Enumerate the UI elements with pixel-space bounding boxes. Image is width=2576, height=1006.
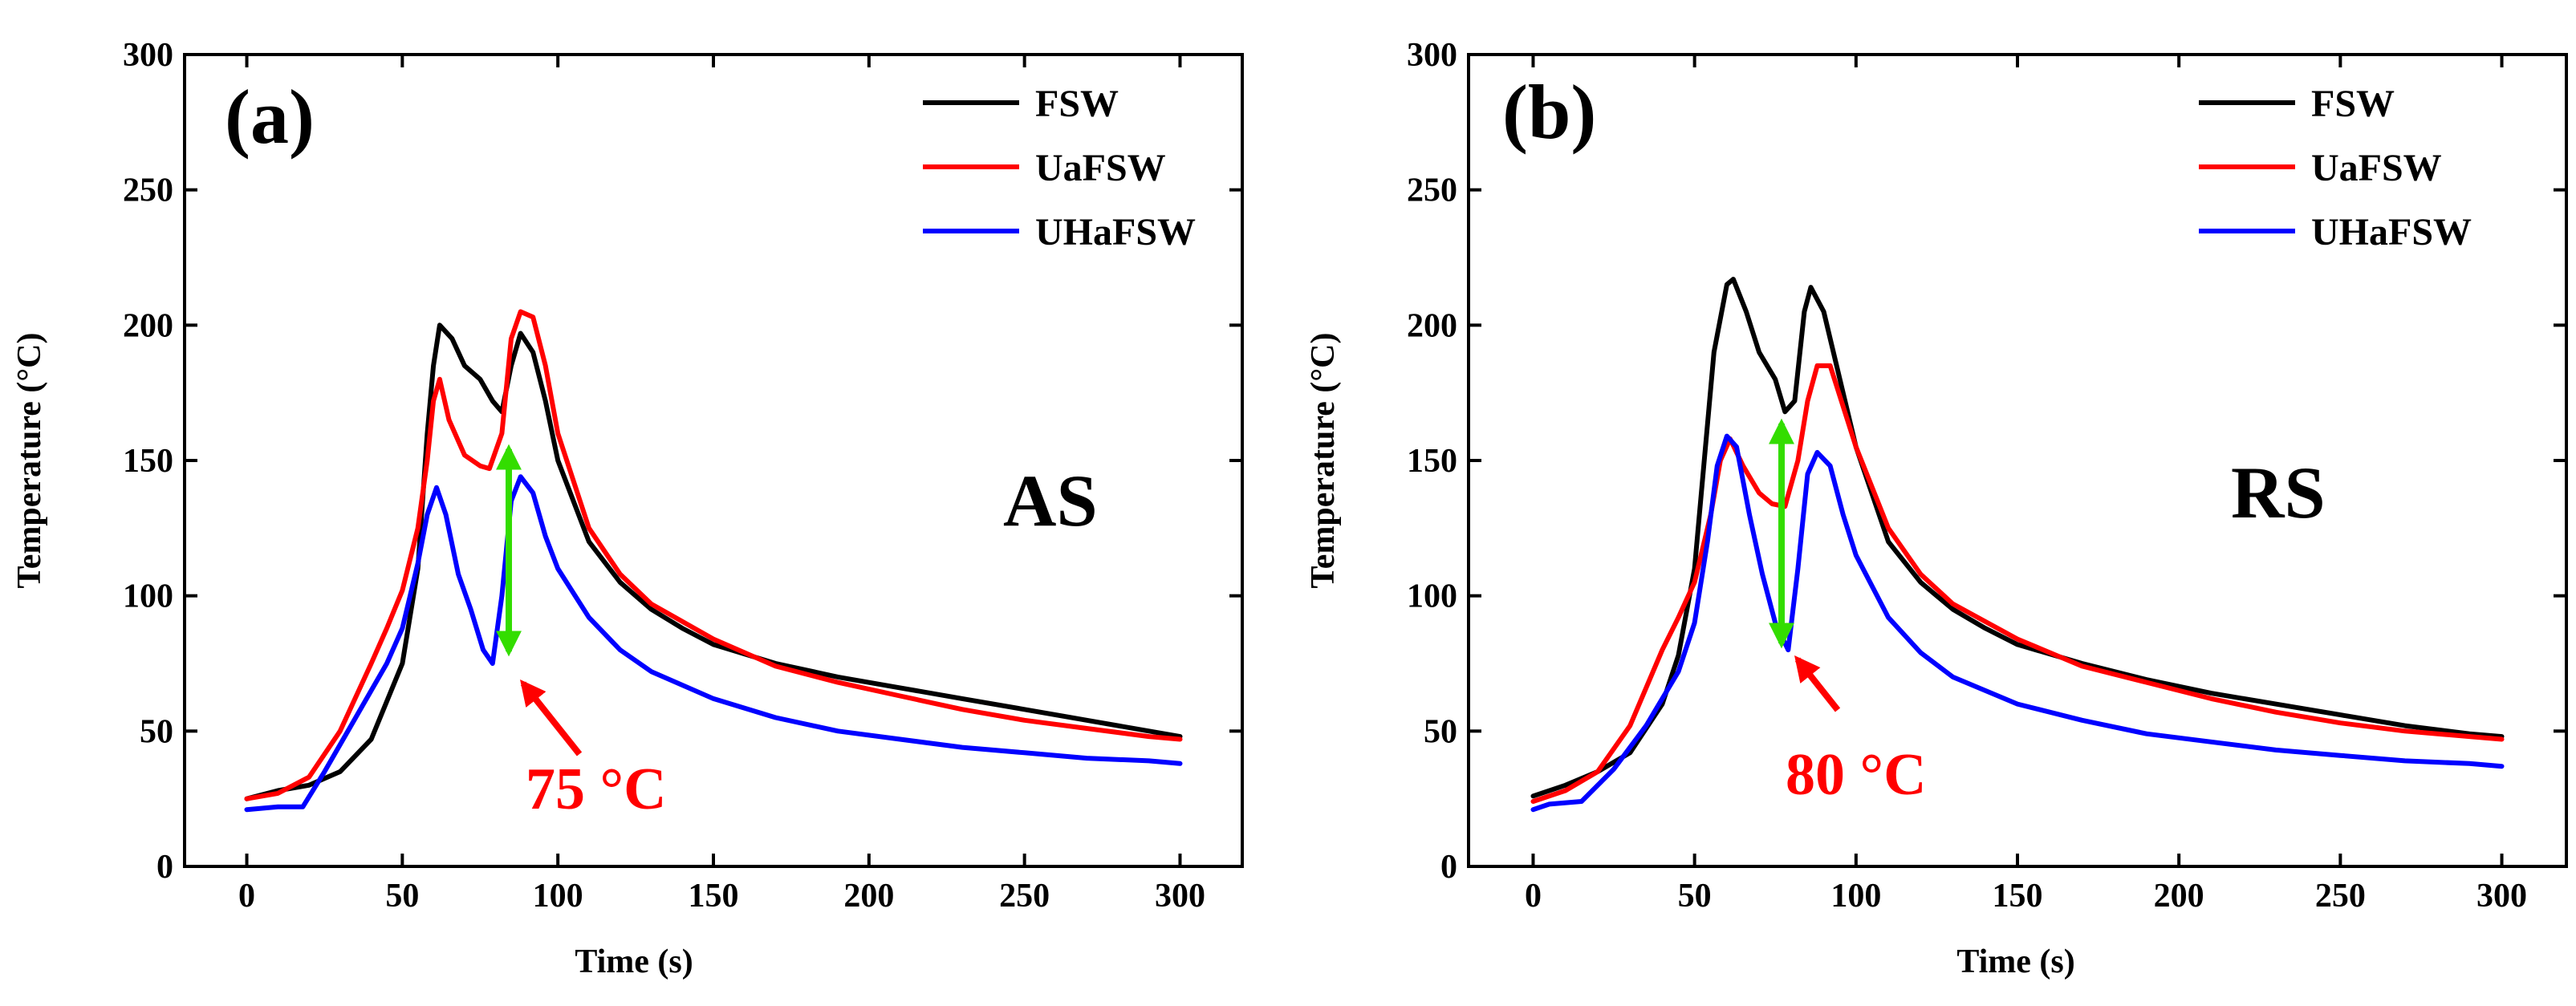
x-tick-label-b-3: 150 [1993, 878, 2043, 915]
y-tick-label-a-4: 200 [123, 307, 173, 344]
chart-panel-b: 0 50 100 150 200 250 300 0 50 100 150 200 250 300 (b… [1305, 37, 2568, 980]
x-tick-label-b-4: 200 [2154, 878, 2204, 915]
x-axis-label-b: Time (s) [1956, 943, 2074, 980]
y-axis-label-a: Temperature (°C) [11, 333, 48, 589]
x-tick-label-b-0: 0 [1525, 878, 1542, 915]
y-tick-label-a-5: 250 [123, 172, 173, 209]
y-tick-label-a-1: 50 [140, 713, 173, 750]
series-line-uafsw-a [244, 309, 1183, 801]
y-tick-label-a-2: 100 [123, 578, 173, 615]
x-tick-label-a-3: 150 [689, 878, 739, 915]
y-tick-label-a-6: 300 [123, 37, 173, 74]
legend-label-uhafsw-a: UHaFSW [1035, 211, 1196, 254]
panel-label-b: (b) [1502, 69, 1596, 155]
x-tick-label-a-0: 0 [238, 878, 255, 915]
x-axis-ticks-b: 0 50 100 150 200 250 300 [1525, 55, 2527, 915]
y-tick-label-b-1: 50 [1424, 713, 1457, 750]
x-tick-label-a-4: 200 [843, 878, 894, 915]
series-line-fsw-b [1530, 277, 2505, 799]
y-tick-label-b-4: 200 [1407, 307, 1457, 344]
annotation-pointer-arrow-b [1794, 655, 1841, 712]
chart-panel-a: 0 50 100 150 200 250 300 0 50 100 150 200 250 300 (a… [11, 37, 1244, 980]
x-tick-label-b-5: 250 [2315, 878, 2366, 915]
series-line-fsw-a [244, 322, 1183, 801]
y-tick-label-a-3: 150 [123, 443, 173, 480]
legend-label-uafsw-a: UaFSW [1035, 147, 1166, 189]
y-tick-label-b-5: 250 [1407, 172, 1457, 209]
y-tick-label-a-0: 0 [156, 849, 173, 886]
legend-label-fsw-b: FSW [2311, 83, 2395, 125]
y-tick-label-b-6: 300 [1407, 37, 1457, 74]
x-tick-label-b-2: 100 [1830, 878, 1881, 915]
x-tick-label-a-2: 100 [533, 878, 583, 915]
side-label-as: AS [1003, 460, 1098, 542]
x-axis-ticks-a: 0 50 100 150 200 250 300 [238, 55, 1205, 915]
x-axis-label-a: Time (s) [575, 943, 693, 980]
series-line-uafsw-b [1530, 363, 2505, 804]
series-group-a [244, 309, 1183, 813]
y-tick-label-b-0: 0 [1440, 849, 1457, 886]
legend-label-uhafsw-b: UHaFSW [2311, 211, 2472, 254]
x-tick-label-a-6: 300 [1155, 878, 1205, 915]
legend-a: FSW UaFSW UHaFSW [923, 83, 1196, 254]
x-tick-label-a-5: 250 [999, 878, 1050, 915]
y-axis-ticks-a: 0 50 100 150 200 250 300 [123, 37, 1242, 886]
series-line-uhafsw-b [1530, 433, 2505, 813]
y-axis-ticks-b: 0 50 100 150 200 250 300 [1407, 37, 2566, 886]
annotation-pointer-arrow-a [520, 679, 583, 757]
side-label-rs: RS [2231, 452, 2326, 533]
x-tick-label-a-1: 50 [385, 878, 419, 915]
legend-b: FSW UaFSW UHaFSW [2199, 83, 2472, 254]
y-tick-label-b-2: 100 [1407, 578, 1457, 615]
y-tick-label-b-3: 150 [1407, 443, 1457, 480]
x-tick-label-b-6: 300 [2476, 878, 2527, 915]
annotation-label-80c: 80 °C [1786, 742, 1927, 808]
y-axis-label-b: Temperature (°C) [1305, 333, 1342, 589]
x-tick-label-b-1: 50 [1678, 878, 1712, 915]
legend-label-fsw-a: FSW [1035, 83, 1119, 125]
series-group-b [1530, 277, 2505, 813]
panel-label-a: (a) [225, 74, 315, 160]
annotation-label-75c: 75 °C [526, 757, 667, 822]
legend-label-uafsw-b: UaFSW [2311, 147, 2442, 189]
